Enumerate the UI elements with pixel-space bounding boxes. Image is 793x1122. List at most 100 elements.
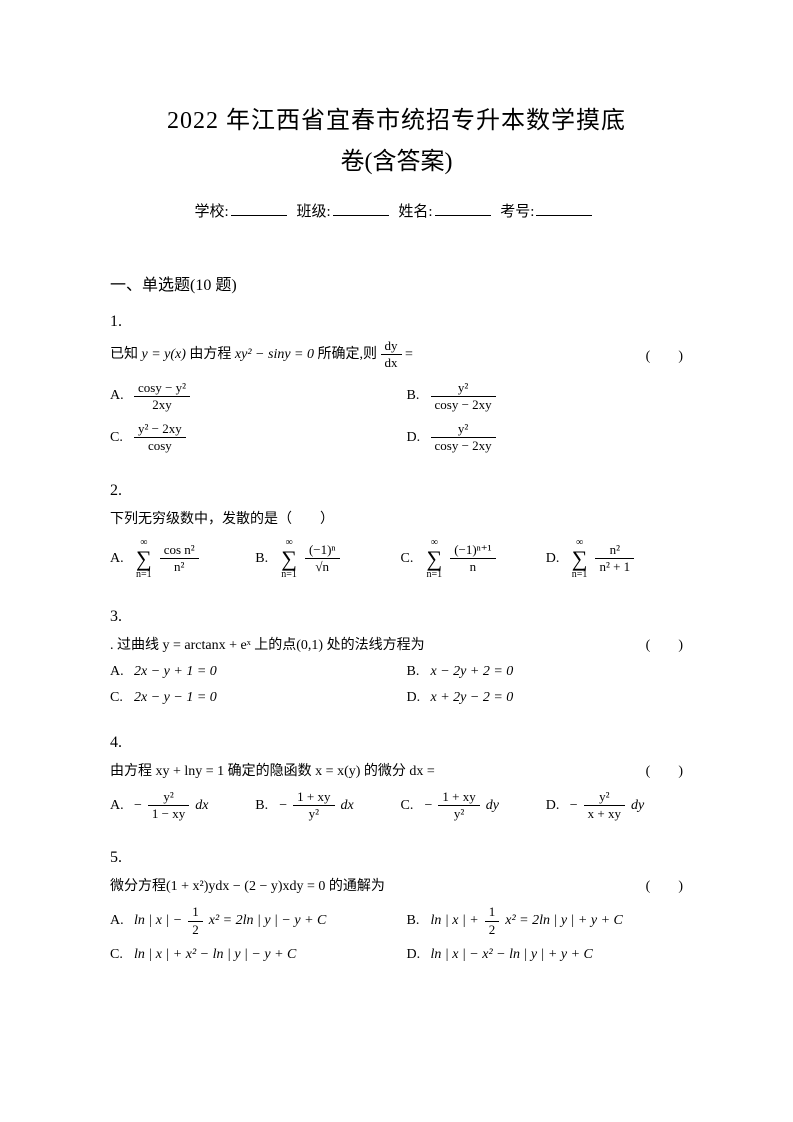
q5-b-den: 2	[485, 922, 500, 937]
q5-stem: 微分方程(1 + x²)ydx − (2 − y)xdy = 0 的通解为	[110, 875, 626, 895]
q1-c-den: cosy	[134, 438, 186, 453]
q5-opt-b: B. ln | x | + 12 x² = 2ln | y | + y + C	[407, 905, 684, 937]
q1-b-num: y²	[431, 381, 496, 397]
q1-stem-end: =	[405, 347, 413, 362]
q3-options: A.2x − y + 1 = 0 B.x − 2y + 2 = 0 C.2x −…	[110, 664, 683, 706]
q4-opt-b: B. − 1 + xyy² dx	[255, 790, 392, 822]
class-blank	[333, 215, 389, 216]
q2-c-den: n	[450, 559, 495, 574]
q2-a-bot: n=1	[136, 570, 152, 580]
q4-a-den: 1 − xy	[148, 806, 189, 821]
q4-d-prefix: −	[570, 798, 578, 814]
q4-d-den: x + xy	[584, 806, 625, 821]
q5-opt-c: C. ln | x | + x² − ln | y | − y + C	[110, 947, 387, 963]
sigma-icon: ∑	[281, 548, 297, 570]
q2-b-den: √n	[305, 559, 340, 574]
q4-a-num: y²	[148, 790, 189, 806]
title-line2: 卷(含答案)	[110, 141, 683, 176]
q4-opt-c: C. − 1 + xyy² dy	[401, 790, 538, 822]
q3-a-text: 2x − y + 1 = 0	[134, 664, 217, 680]
q1-stem-suffix: 所确定,则	[318, 347, 378, 362]
q2-a-label: A.	[110, 551, 128, 567]
q5-opt-a: A. ln | x | − 12 x² = 2ln | y | − y + C	[110, 905, 387, 937]
q5-paren: ( )	[626, 875, 683, 895]
q5-a-num: 1	[188, 905, 203, 921]
q5-b-p2: x² = 2ln | y | + y + C	[505, 913, 623, 929]
q2-a-den: n²	[160, 559, 199, 574]
question-5: 5. 微分方程(1 + x²)ydx − (2 − y)xdy = 0 的通解为…	[110, 849, 683, 963]
q4-b-suf: dx	[341, 798, 354, 814]
q2-c-bot: n=1	[427, 570, 443, 580]
q1-number: 1.	[110, 313, 683, 331]
q4-b-num: 1 + xy	[293, 790, 334, 806]
q1-options: A. cosy − y²2xy B. y²cosy − 2xy C. y² − …	[110, 381, 683, 454]
school-label: 学校:	[195, 204, 229, 220]
q4-stem-row: 由方程 xy + lny = 1 确定的隐函数 x = x(y) 的微分 dx …	[110, 760, 683, 780]
question-1: 1. 已知 y = y(x) 由方程 xy² − siny = 0 所确定,则 …	[110, 313, 683, 454]
q3-number: 3.	[110, 608, 683, 626]
q3-paren: ( )	[626, 634, 683, 654]
q5-b-label: B.	[407, 913, 425, 929]
q4-opt-d: D. − y²x + xy dy	[546, 790, 683, 822]
q5-a-p2: x² = 2ln | y | − y + C	[209, 913, 327, 929]
q4-b-prefix: −	[279, 798, 287, 814]
q4-d-num: y²	[584, 790, 625, 806]
q4-c-label: C.	[401, 798, 419, 814]
q4-options: A. − y²1 − xy dx B. − 1 + xyy² dx C. − 1…	[110, 790, 683, 822]
q2-opt-c: C. ∞∑n=1 (−1)ⁿ⁺¹n	[401, 538, 538, 580]
q1-d-den: cosy − 2xy	[431, 438, 496, 453]
q1-c-num: y² − 2xy	[134, 422, 186, 438]
q4-a-prefix: −	[134, 798, 142, 814]
q2-stem: 下列无穷级数中，发散的是（ ）	[110, 508, 334, 528]
q5-number: 5.	[110, 849, 683, 867]
q3-b-label: B.	[407, 664, 425, 680]
q2-opt-b: B. ∞∑n=1 (−1)ⁿ√n	[255, 538, 392, 580]
class-label: 班级:	[296, 204, 330, 220]
q3-b-text: x − 2y + 2 = 0	[431, 664, 514, 680]
q5-a-den: 2	[188, 922, 203, 937]
title-block: 2022 年江西省宜春市统招专升本数学摸底 卷(含答案)	[110, 100, 683, 176]
q1-d-num: y²	[431, 422, 496, 438]
q2-d-label: D.	[546, 551, 564, 567]
q4-d-label: D.	[546, 798, 564, 814]
q1-opt-b: B. y²cosy − 2xy	[407, 381, 684, 413]
q5-d-text: ln | x | − x² − ln | y | + y + C	[431, 947, 593, 963]
section-header: 一、单选题(10 题)	[110, 271, 683, 295]
sigma-icon: ∑	[572, 548, 588, 570]
q5-c-text: ln | x | + x² − ln | y | − y + C	[134, 947, 296, 963]
q3-c-text: 2x − y − 1 = 0	[134, 690, 217, 706]
question-2: 2. 下列无穷级数中，发散的是（ ） A. ∞∑n=1 cos n²n² B. …	[110, 482, 683, 580]
q1-c-label: C.	[110, 430, 128, 446]
question-3: 3. . 过曲线 y = arctanx + eˣ 上的点(0,1) 处的法线方…	[110, 608, 683, 706]
q1-a-label: A.	[110, 388, 128, 404]
q1-a-num: cosy − y²	[134, 381, 190, 397]
q3-d-label: D.	[407, 690, 425, 706]
q2-b-label: B.	[255, 551, 273, 567]
q4-b-den: y²	[293, 806, 334, 821]
q1-b-label: B.	[407, 388, 425, 404]
q2-b-bot: n=1	[281, 570, 297, 580]
q4-c-suf: dy	[486, 798, 499, 814]
q4-c-num: 1 + xy	[438, 790, 479, 806]
q2-a-num: cos n²	[160, 543, 199, 559]
q1-d-label: D.	[407, 430, 425, 446]
sigma-icon: ∑	[136, 548, 152, 570]
q1-stem-prefix: 已知	[110, 347, 142, 362]
q2-c-label: C.	[401, 551, 419, 567]
q4-stem: 由方程 xy + lny = 1 确定的隐函数 x = x(y) 的微分 dx …	[110, 760, 626, 780]
q5-a-p1: ln | x | −	[134, 913, 182, 929]
name-label: 姓名:	[398, 204, 432, 220]
q3-opt-c: C.2x − y − 1 = 0	[110, 690, 387, 706]
title-line1: 2022 年江西省宜春市统招专升本数学摸底	[110, 100, 683, 135]
q5-opt-d: D. ln | x | − x² − ln | y | + y + C	[407, 947, 684, 963]
q4-a-suf: dx	[195, 798, 208, 814]
q3-opt-d: D.x + 2y − 2 = 0	[407, 690, 684, 706]
q4-a-label: A.	[110, 798, 128, 814]
q1-opt-d: D. y²cosy − 2xy	[407, 422, 684, 454]
q2-number: 2.	[110, 482, 683, 500]
q2-opt-d: D. ∞∑n=1 n²n² + 1	[546, 538, 683, 580]
q1-opt-a: A. cosy − y²2xy	[110, 381, 387, 413]
q1-eq2: xy² − siny = 0	[235, 347, 314, 362]
q1-stem: 已知 y = y(x) 由方程 xy² − siny = 0 所确定,则 dy …	[110, 339, 683, 371]
q2-d-bot: n=1	[572, 570, 588, 580]
